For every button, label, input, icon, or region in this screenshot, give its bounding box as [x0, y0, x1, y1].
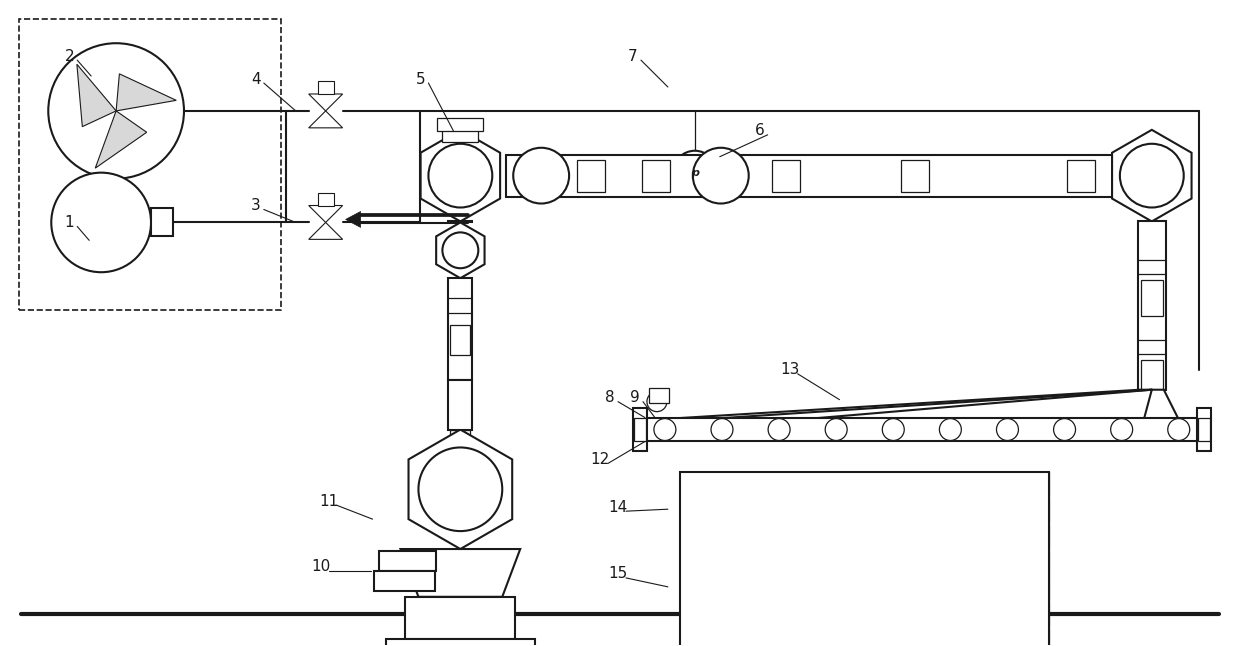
Bar: [450, 430, 470, 459]
Circle shape: [711, 419, 733, 441]
Circle shape: [443, 233, 479, 268]
Circle shape: [693, 148, 749, 203]
Bar: [449, 380, 472, 430]
Polygon shape: [420, 130, 500, 222]
Polygon shape: [309, 111, 342, 128]
Polygon shape: [436, 222, 485, 278]
Text: 6: 6: [755, 123, 765, 138]
Bar: [386, 639, 536, 646]
Bar: [1197, 408, 1210, 452]
Bar: [317, 81, 334, 94]
Text: 11: 11: [319, 494, 339, 509]
Circle shape: [997, 419, 1018, 441]
Bar: [1141, 360, 1163, 396]
Circle shape: [673, 151, 717, 194]
Bar: [449, 278, 472, 380]
Text: 8: 8: [605, 390, 615, 405]
Bar: [577, 160, 605, 192]
Polygon shape: [1112, 130, 1192, 222]
Polygon shape: [655, 390, 1179, 420]
Circle shape: [768, 419, 790, 441]
Bar: [645, 417, 1199, 441]
Bar: [443, 130, 479, 141]
Bar: [1141, 280, 1163, 316]
Bar: [1198, 417, 1210, 441]
Circle shape: [1111, 419, 1132, 441]
Bar: [317, 193, 334, 205]
Text: 4: 4: [250, 72, 260, 87]
Text: 12: 12: [590, 452, 610, 467]
Polygon shape: [309, 94, 342, 111]
Bar: [506, 155, 1152, 196]
Bar: [680, 472, 1049, 646]
Text: 1: 1: [64, 215, 74, 230]
Circle shape: [48, 43, 184, 179]
Polygon shape: [117, 74, 176, 111]
Circle shape: [51, 172, 151, 272]
Bar: [634, 417, 646, 441]
Bar: [680, 550, 1049, 575]
Bar: [680, 524, 1049, 549]
Bar: [450, 325, 470, 355]
Circle shape: [825, 419, 847, 441]
Circle shape: [1168, 419, 1189, 441]
Bar: [680, 602, 1049, 627]
Bar: [680, 498, 1049, 523]
Text: 5: 5: [415, 72, 425, 87]
Polygon shape: [408, 430, 512, 549]
Bar: [151, 209, 174, 236]
Bar: [438, 118, 484, 131]
Bar: [680, 576, 1049, 601]
Circle shape: [513, 148, 569, 203]
Bar: [1066, 160, 1095, 192]
Bar: [632, 408, 647, 452]
Polygon shape: [77, 64, 117, 127]
Polygon shape: [401, 549, 521, 597]
Text: p: p: [691, 168, 699, 178]
Circle shape: [647, 391, 667, 412]
Polygon shape: [346, 211, 361, 227]
Circle shape: [940, 419, 961, 441]
Bar: [771, 160, 800, 192]
Bar: [378, 551, 436, 571]
Text: 9: 9: [630, 390, 640, 405]
Bar: [405, 597, 516, 639]
Circle shape: [883, 419, 904, 441]
Circle shape: [418, 448, 502, 531]
Bar: [642, 160, 670, 192]
Bar: [373, 571, 435, 591]
Bar: [901, 160, 929, 192]
Polygon shape: [309, 222, 342, 240]
Bar: [649, 388, 668, 402]
Text: 7: 7: [629, 48, 637, 64]
Bar: [680, 472, 1049, 497]
Circle shape: [429, 144, 492, 207]
Polygon shape: [95, 111, 146, 168]
Polygon shape: [309, 205, 342, 222]
Text: 13: 13: [780, 362, 800, 377]
Text: 3: 3: [250, 198, 260, 213]
Text: 15: 15: [609, 567, 627, 581]
Text: 14: 14: [609, 500, 627, 515]
Circle shape: [1054, 419, 1075, 441]
Text: 10: 10: [311, 559, 330, 574]
Circle shape: [653, 419, 676, 441]
Text: 2: 2: [64, 48, 74, 64]
Bar: [680, 628, 1049, 646]
Bar: [20, 19, 280, 310]
Bar: [1138, 222, 1166, 390]
Circle shape: [1120, 144, 1184, 207]
